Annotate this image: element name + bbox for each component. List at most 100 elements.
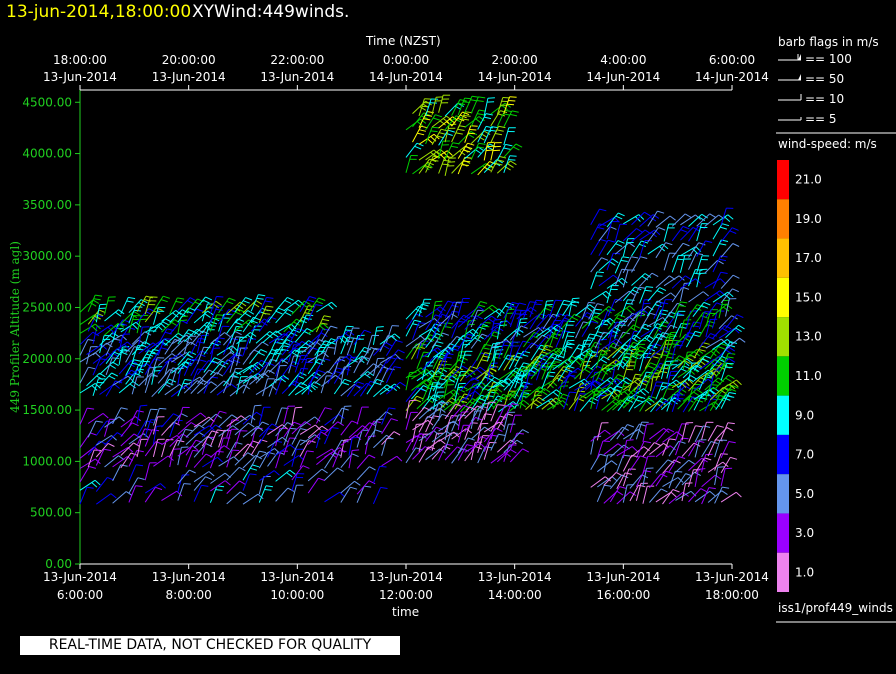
wind-barb-flag bbox=[483, 388, 491, 392]
wind-barb bbox=[307, 351, 324, 363]
wind-barb-flag bbox=[117, 322, 125, 328]
wind-barb-flag bbox=[720, 453, 728, 455]
wind-barb bbox=[660, 340, 667, 358]
wind-barb bbox=[720, 457, 731, 474]
wind-barb bbox=[268, 333, 285, 344]
wind-barb-flag bbox=[601, 369, 608, 375]
wind-barb-flag bbox=[434, 304, 442, 307]
wind-barb-flag bbox=[503, 113, 511, 116]
wind-barb bbox=[307, 468, 323, 482]
wind-barb-flag bbox=[505, 305, 513, 309]
wind-barb-flag bbox=[478, 116, 485, 122]
wind-barb-flag bbox=[720, 271, 728, 274]
wind-barb bbox=[470, 130, 485, 144]
wind-barb bbox=[177, 483, 185, 501]
wind-barb bbox=[152, 295, 164, 312]
wind-barb-flag bbox=[622, 386, 631, 388]
wind-barb bbox=[425, 439, 441, 452]
wind-barb-flag bbox=[396, 455, 403, 462]
wind-barb-flag bbox=[571, 316, 579, 321]
wind-barb-flag bbox=[341, 407, 349, 411]
wind-barb-flag bbox=[557, 354, 565, 359]
wind-barb-flag bbox=[617, 402, 624, 407]
wind-barb-flag bbox=[636, 228, 643, 233]
wind-barb-flag bbox=[656, 290, 664, 295]
wind-barb-flag bbox=[300, 428, 308, 431]
wind-barb bbox=[503, 367, 517, 382]
wind-barb bbox=[620, 312, 633, 328]
wind-barb bbox=[425, 306, 441, 318]
wind-barb bbox=[503, 403, 513, 421]
wind-barb bbox=[193, 310, 208, 324]
wind-barb bbox=[438, 313, 453, 327]
wind-barb bbox=[242, 426, 258, 438]
wind-barb-flag bbox=[304, 331, 311, 336]
wind-barb bbox=[487, 379, 503, 392]
wind-barb-flag bbox=[616, 490, 624, 496]
wind-barb-flag bbox=[551, 335, 558, 340]
wind-barb-flag bbox=[722, 223, 730, 227]
wind-barb bbox=[275, 487, 289, 502]
wind-barb-flag bbox=[694, 330, 703, 334]
wind-barb-flag bbox=[644, 470, 652, 473]
wind-barb bbox=[704, 356, 719, 370]
wind-barb bbox=[720, 441, 730, 459]
wind-barb bbox=[258, 316, 271, 332]
wind-barb-flag bbox=[676, 431, 683, 437]
wind-barb bbox=[720, 363, 728, 381]
wind-barb bbox=[418, 98, 425, 117]
wind-barb bbox=[601, 378, 618, 389]
wind-barb bbox=[496, 302, 508, 318]
wind-barb-flag bbox=[523, 362, 531, 365]
wind-barb-flag bbox=[612, 340, 619, 347]
wind-barb bbox=[120, 422, 133, 438]
wind-barb bbox=[568, 344, 580, 361]
wind-barb bbox=[432, 360, 441, 378]
wind-barb bbox=[405, 400, 410, 419]
wind-barb-flag bbox=[533, 366, 540, 372]
wind-barb-flag bbox=[527, 309, 534, 315]
wind-barb-flag bbox=[171, 353, 178, 358]
wind-barb-flag bbox=[650, 231, 657, 238]
wind-barb-flag bbox=[431, 370, 438, 376]
wind-barb bbox=[606, 374, 619, 390]
wind-barb-flag bbox=[265, 485, 273, 488]
wind-barb bbox=[366, 379, 378, 395]
wind-barb bbox=[242, 338, 250, 356]
wind-barb bbox=[299, 450, 308, 468]
wind-barb-flag bbox=[594, 380, 601, 386]
speed-scale-label: 11.0 bbox=[795, 369, 822, 383]
wind-barb bbox=[712, 291, 729, 303]
wind-barb bbox=[242, 440, 254, 457]
wind-barb bbox=[709, 363, 722, 379]
wind-barb bbox=[497, 341, 505, 359]
wind-barb-flag bbox=[682, 336, 690, 342]
wind-barb bbox=[679, 255, 686, 273]
wind-barb-flag bbox=[721, 355, 729, 360]
wind-barb bbox=[590, 429, 606, 442]
wind-barb bbox=[301, 347, 312, 364]
wind-barb bbox=[548, 313, 560, 330]
wind-barb bbox=[704, 384, 712, 402]
wind-barb bbox=[682, 396, 694, 413]
wind-barb-flag bbox=[599, 453, 607, 457]
wind-barb-flag bbox=[219, 410, 227, 414]
wind-barb-flag bbox=[483, 322, 491, 324]
wind-barb bbox=[655, 428, 669, 443]
wind-barb-flag bbox=[607, 367, 615, 371]
wind-barb-flag bbox=[735, 327, 742, 333]
source-label: iss1/prof449_winds bbox=[778, 601, 893, 615]
wind-barb bbox=[588, 309, 596, 327]
wind-barb-flag bbox=[507, 302, 515, 306]
wind-barb bbox=[677, 384, 682, 402]
wind-barb-flag bbox=[484, 352, 492, 355]
wind-barb bbox=[598, 216, 615, 227]
wind-barb bbox=[104, 455, 119, 468]
wind-barb bbox=[536, 325, 552, 338]
wind-barb bbox=[291, 439, 301, 457]
wind-barb bbox=[431, 430, 447, 443]
wind-barb bbox=[190, 337, 200, 355]
wind-barb bbox=[725, 324, 739, 339]
wind-barb bbox=[242, 455, 257, 469]
wind-barb bbox=[720, 243, 734, 258]
